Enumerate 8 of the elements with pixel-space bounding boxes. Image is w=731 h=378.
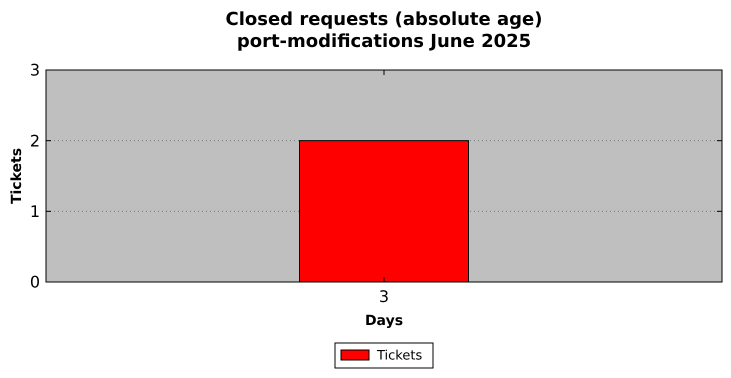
y-axis-title: Tickets	[9, 148, 25, 204]
chart-title: Closed requests (absolute age) port-modifications June 2025	[226, 9, 542, 52]
y-tick-label: 0	[30, 272, 40, 292]
y-tick-label: 2	[30, 131, 40, 150]
y-tick-label: 1	[30, 202, 40, 221]
x-axis-title: Days	[364, 313, 404, 329]
legend-label: Tickets	[376, 348, 422, 364]
y-tick-label: 3	[30, 60, 40, 80]
